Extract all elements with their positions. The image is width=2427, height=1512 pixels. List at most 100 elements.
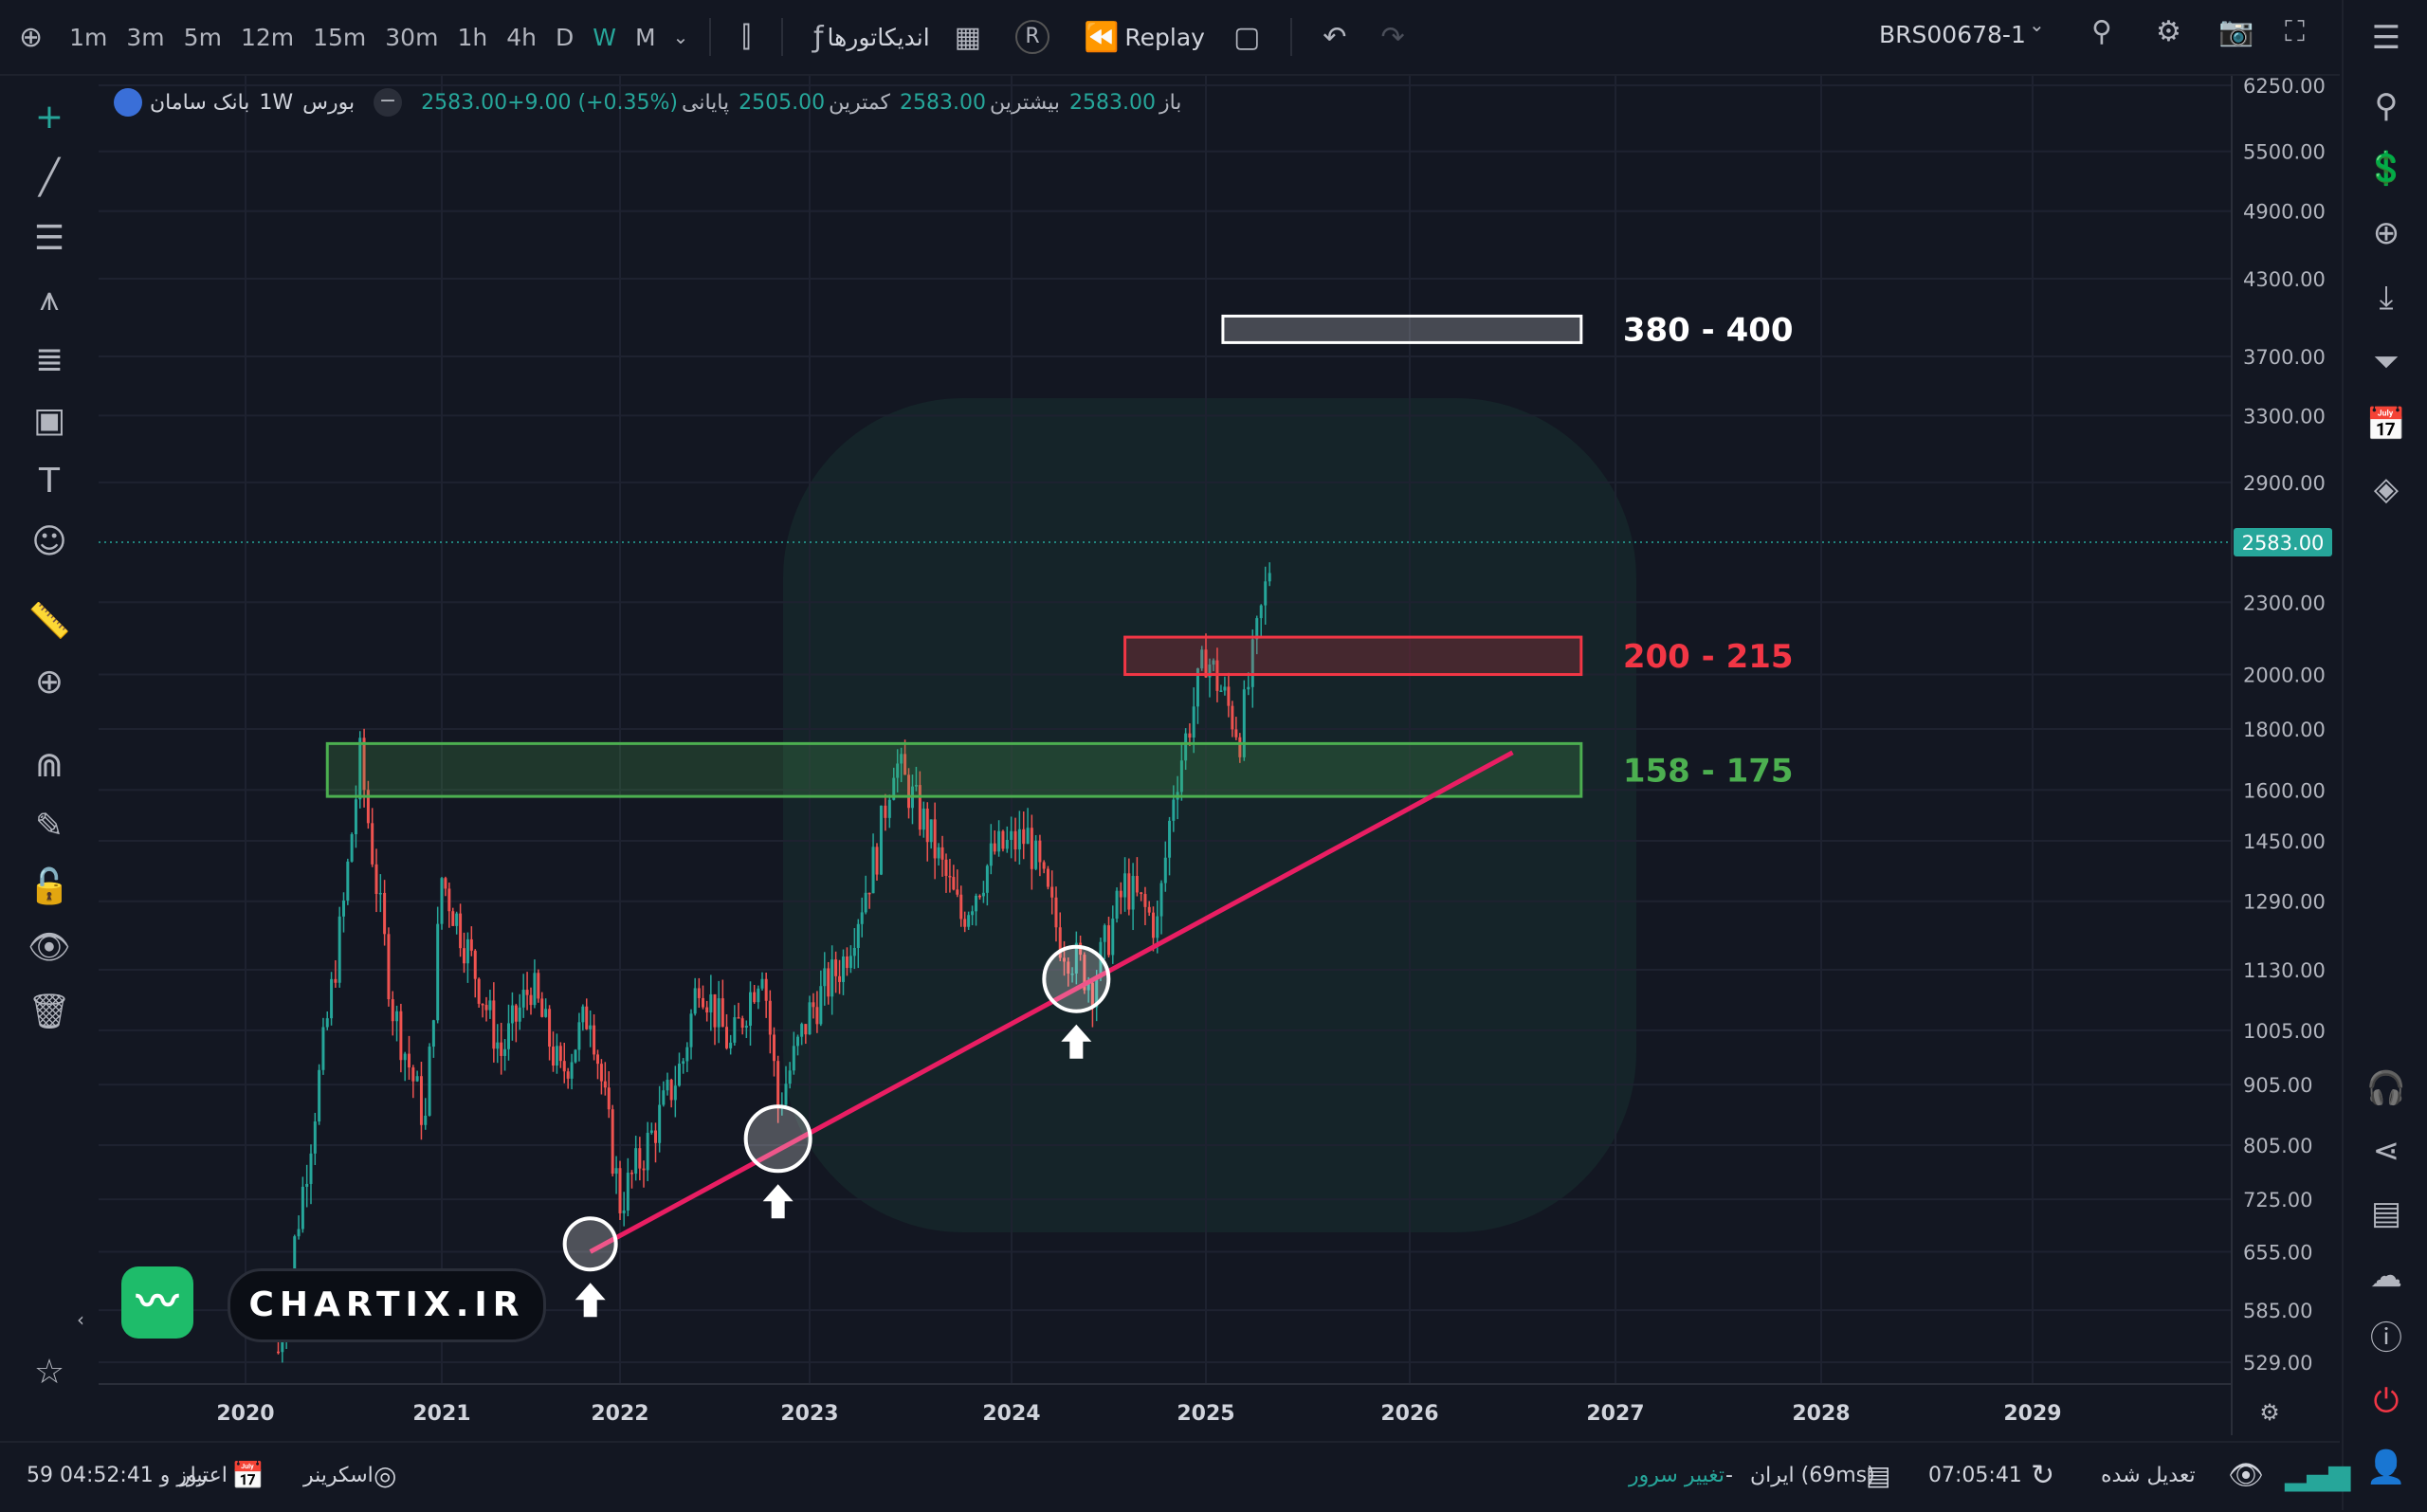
price-chart[interactable]: 380 - 400 200 - 215 158 - 175 6250.00 5500.…	[99, 76, 2340, 1435]
candle-body	[1086, 982, 1090, 991]
horizontal-lines-icon[interactable]: ☰	[33, 219, 65, 258]
search-icon[interactable]: ⚲	[2374, 87, 2399, 125]
radar-icon[interactable]: ◎	[374, 1460, 397, 1491]
marker-circle[interactable]	[743, 1104, 812, 1174]
quick-search-icon[interactable]: ⚲	[2091, 15, 2112, 48]
eye-icon[interactable]: 👁	[2228, 1459, 2265, 1492]
support-icon[interactable]: 🎧	[2365, 1069, 2407, 1107]
timeframe-3m[interactable]: 3m	[126, 23, 165, 51]
zoom-in-icon[interactable]: ⊕	[34, 663, 64, 701]
fib-tool-icon[interactable]: ≣	[34, 340, 64, 379]
candle-body	[540, 998, 544, 1017]
indicators-button[interactable]: اندیکاتورها	[827, 23, 930, 51]
candle-body	[642, 1168, 646, 1171]
timeframe-1m[interactable]: 1m	[69, 23, 108, 51]
undo-icon[interactable]: ↶	[1323, 20, 1347, 54]
replay-button[interactable]: Replay	[1124, 23, 1205, 51]
eye-icon[interactable]: 👁	[27, 928, 71, 967]
marker-circle[interactable]	[562, 1216, 618, 1272]
timeframe-D[interactable]: D	[555, 23, 575, 51]
y-tick-label: 3700.00	[2243, 346, 2326, 369]
server-change-link[interactable]: تغییر سرور	[1629, 1464, 1724, 1487]
add-alert-icon[interactable]: ⊕	[2372, 214, 2400, 252]
lock-icon[interactable]: 🔓	[27, 867, 71, 906]
rectangle-icon[interactable]: ▢	[1232, 20, 1261, 54]
filter-icon[interactable]: ⏷	[2373, 343, 2400, 381]
calendar-icon[interactable]: 📅	[231, 1460, 265, 1491]
emoji-icon[interactable]: ☺	[31, 522, 67, 561]
timeframe-4h[interactable]: 4h	[506, 23, 537, 51]
candle-body	[492, 1000, 496, 1049]
candle-type-icon[interactable]: ⫿	[741, 20, 751, 54]
symbol-selector[interactable]: BRS00678-1	[1879, 21, 2026, 48]
candle-body	[842, 956, 845, 982]
add-symbol-icon[interactable]: ⊕	[19, 20, 44, 54]
zone-box[interactable]	[1221, 314, 1583, 344]
timeframe-1h[interactable]: 1h	[457, 23, 488, 51]
timeframe-30m[interactable]: 30m	[385, 23, 439, 51]
info-icon[interactable]: ⓘ	[2370, 1320, 2402, 1357]
divider	[709, 18, 712, 56]
redo-icon[interactable]: ↷	[1380, 20, 1405, 54]
trash-icon[interactable]: 🗑	[27, 993, 71, 1031]
fullscreen-icon[interactable]: ⛶	[2285, 15, 2305, 48]
user-avatar-icon[interactable]: 👤	[2365, 1448, 2407, 1486]
wallet-icon[interactable]: ▤	[2370, 1194, 2402, 1232]
candle-body	[903, 754, 907, 775]
y-tick-label: 4300.00	[2243, 268, 2326, 291]
candle-body	[697, 988, 701, 998]
zone-box[interactable]	[1123, 635, 1583, 677]
refresh-icon[interactable]: ↻	[2031, 1459, 2055, 1492]
arrow-up-icon	[762, 1184, 794, 1219]
crosshair-icon[interactable]: +	[34, 98, 64, 137]
symbol-legend: بانک سامان 1W بورس − 2583.00+9.00 (+0.35…	[114, 83, 1191, 121]
candle-body	[721, 998, 724, 1028]
chevron-down-icon[interactable]: ⌄	[2029, 13, 2045, 36]
rewind-icon[interactable]: ⏪	[1084, 20, 1120, 54]
layers-icon[interactable]: ◈	[2373, 470, 2400, 508]
function-icon[interactable]: ƒ	[812, 20, 824, 54]
layouts-icon[interactable]: ▦	[954, 20, 982, 54]
magnet-icon[interactable]: ⋒	[34, 746, 64, 785]
chevron-down-icon[interactable]: ⌄	[672, 26, 689, 48]
cloud-icon[interactable]: ☁	[2370, 1257, 2402, 1295]
gear-icon[interactable]: ⚙	[2156, 15, 2181, 48]
ruler-icon[interactable]: 📏	[27, 602, 71, 641]
candle-body	[342, 900, 345, 917]
candle-body	[318, 1069, 321, 1122]
camera-icon[interactable]: 📷	[2218, 15, 2254, 48]
timeframe-M[interactable]: M	[634, 23, 656, 51]
timeframe-15m[interactable]: 15m	[313, 23, 367, 51]
screener-label[interactable]: اسکرینر	[303, 1464, 374, 1487]
share-icon[interactable]: ⋖	[2372, 1132, 2400, 1170]
download-icon[interactable]: ⤓	[2379, 279, 2394, 317]
calendar-icon[interactable]: 📅	[2365, 406, 2407, 444]
marker-circle[interactable]	[1042, 944, 1111, 1013]
star-icon[interactable]: ☆	[33, 1353, 65, 1392]
pattern-tool-icon[interactable]: ⩚	[39, 280, 60, 319]
candle-body	[354, 799, 357, 835]
timeframe-12m[interactable]: 12m	[240, 23, 295, 51]
collapse-arrow-icon[interactable]: ‹	[77, 1308, 84, 1331]
candle-body	[1090, 982, 1094, 1008]
trendline-tool-icon[interactable]: ╱	[39, 158, 60, 197]
menu-icon[interactable]: ☰	[2371, 19, 2401, 57]
text-tool-icon[interactable]: T	[39, 462, 60, 501]
candle-body	[325, 1018, 329, 1028]
timeframe-W[interactable]: W	[593, 23, 616, 51]
collapse-legend-icon[interactable]: −	[374, 88, 403, 117]
candle-body	[614, 1168, 618, 1175]
replay-r-icon[interactable]: R	[1015, 20, 1050, 54]
zone-box[interactable]	[325, 741, 1583, 798]
candle-body	[330, 978, 334, 1019]
timeframe-5m[interactable]: 5m	[183, 23, 222, 51]
shape-tool-icon[interactable]: ▣	[32, 401, 65, 440]
pencil-lock-icon[interactable]: ✎	[34, 807, 64, 846]
dollar-icon[interactable]: 💲	[2365, 150, 2407, 188]
candle-body	[1151, 912, 1155, 938]
last-price-tag	[2234, 528, 2332, 556]
clock-time: 07:05:41	[1928, 1464, 2022, 1487]
candle-body	[860, 912, 864, 924]
adjusted-label[interactable]: تعدیل شده	[2101, 1464, 2196, 1487]
power-icon[interactable]: ⏻	[2373, 1382, 2400, 1420]
